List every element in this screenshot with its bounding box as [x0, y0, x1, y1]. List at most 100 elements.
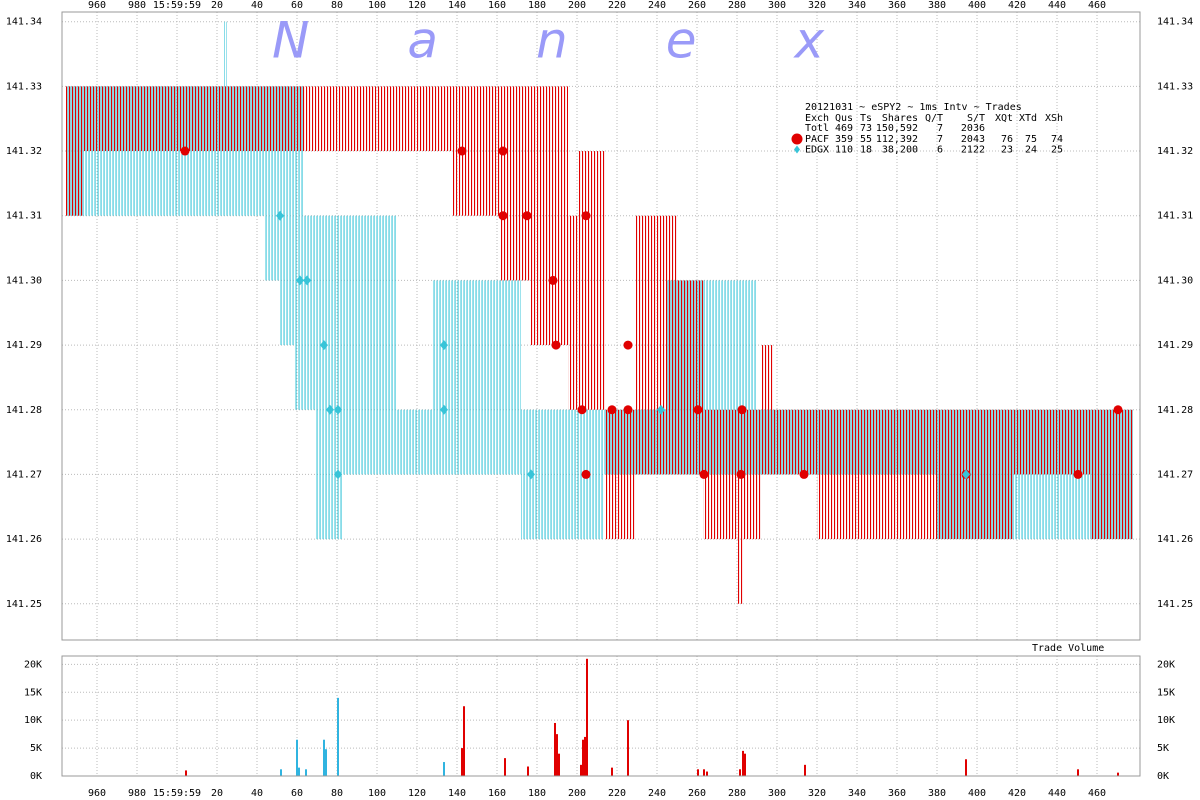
volume-bar	[554, 722, 556, 776]
trade-marker	[440, 404, 448, 415]
trade-marker	[693, 405, 703, 415]
trade-marker	[657, 404, 665, 415]
legend-header: Shares	[882, 113, 918, 124]
legend-cell: 6	[937, 145, 943, 156]
volume-bar	[296, 739, 298, 776]
y-tick-label: 141.30	[6, 275, 42, 286]
y-tick-label: 141.28	[6, 405, 42, 416]
volume-bar	[527, 766, 529, 776]
y-tick-label: 141.26	[6, 534, 42, 545]
x-tick-label: 240	[648, 0, 666, 11]
y-tick-label: 10K	[24, 715, 42, 726]
x-tick-label: 300	[768, 0, 786, 11]
x-tick-label: 440	[1048, 0, 1066, 11]
x-tick-label: 160	[488, 0, 506, 11]
x-tick-label: 180	[528, 788, 546, 799]
y-tick-label: 141.27	[6, 469, 42, 480]
quote-spread	[224, 21, 227, 87]
quote-spread	[66, 86, 84, 216]
trade-marker	[799, 469, 809, 479]
trade-marker	[276, 210, 284, 221]
trade-marker	[457, 146, 467, 156]
x-tick-label: 340	[848, 0, 866, 11]
y-tick-label-right: 20K	[1157, 659, 1175, 670]
price-frame	[61, 11, 1141, 641]
trade-marker	[736, 469, 746, 479]
x-tick-label: 80	[331, 0, 343, 11]
legend-cell: 25	[1051, 145, 1063, 156]
y-tick-label-right: 141.32	[1157, 146, 1193, 157]
y-tick-label: 5K	[30, 743, 42, 754]
quote-spread	[757, 409, 937, 475]
x-tick-label: 240	[648, 788, 666, 799]
x-tick-label: 400	[968, 0, 986, 11]
legend-cell: 23	[1001, 145, 1013, 156]
legend-cell: 24	[1025, 145, 1037, 156]
trade-marker	[581, 211, 591, 221]
quote-spread	[433, 280, 521, 475]
x-tick-label: 80	[331, 788, 343, 799]
trade-marker	[296, 275, 304, 286]
volume-bar	[742, 750, 744, 776]
legend-cell: 110	[835, 145, 853, 156]
x-tick-label: 100	[368, 0, 386, 11]
trade-marker	[334, 469, 342, 480]
legend-total-cell: 150,592	[876, 123, 918, 134]
x-tick-label: 200	[568, 788, 586, 799]
trade-marker	[527, 469, 535, 480]
x-tick-label: 380	[928, 0, 946, 11]
legend-name: PACF	[805, 134, 829, 145]
x-tick-label: 140	[448, 0, 466, 11]
volume-bar	[504, 758, 506, 776]
x-tick-label: 380	[928, 788, 946, 799]
x-tick-label: 20	[211, 0, 223, 11]
x-tick-label: 340	[848, 788, 866, 799]
trade-marker	[326, 404, 334, 415]
legend-total-cell: 7	[937, 123, 943, 134]
volume-bar	[611, 767, 613, 776]
y-tick-label-right: 141.26	[1157, 534, 1193, 545]
legend-header: Ts	[860, 113, 872, 124]
trade-marker	[334, 404, 342, 415]
quote-spread	[579, 151, 605, 410]
volume-bar	[706, 771, 708, 776]
quote-spread	[84, 86, 303, 216]
y-tick-label-right: 15K	[1157, 687, 1175, 698]
x-tick-label: 980	[128, 0, 146, 11]
x-tick-label: 260	[688, 0, 706, 11]
volume-bar	[1077, 769, 1079, 776]
trade-marker	[737, 405, 747, 415]
quote-spread	[280, 215, 295, 346]
volume-bar	[965, 759, 967, 776]
legend-name: EDGX	[805, 145, 829, 156]
legend-cell: 2122	[961, 145, 985, 156]
x-tick-label: 220	[608, 0, 626, 11]
legend-header: XTd	[1019, 113, 1037, 124]
volume-frame	[61, 655, 1141, 777]
x-tick-label: 980	[128, 788, 146, 799]
legend-cell: 112,392	[876, 134, 918, 145]
x-tick-label: 420	[1008, 788, 1026, 799]
x-tick-label: 360	[888, 0, 906, 11]
trade-marker	[498, 146, 508, 156]
volume-bar	[337, 697, 339, 776]
y-tick-label-right: 141.34	[1157, 17, 1193, 28]
trade-marker	[699, 469, 709, 479]
trade-marker	[498, 211, 508, 221]
x-tick-label: 140	[448, 788, 466, 799]
x-tick-label: 440	[1048, 788, 1066, 799]
x-tick-label: 120	[408, 788, 426, 799]
x-tick-label: 280	[728, 0, 746, 11]
x-tick-label: 200	[568, 0, 586, 11]
legend-cell: 7	[937, 134, 943, 145]
x-tick-label: 15:59:59	[153, 788, 201, 799]
x-tick-label: 40	[251, 0, 263, 11]
y-tick-label-right: 141.27	[1157, 469, 1193, 480]
legend-marker	[794, 145, 800, 154]
trade-marker	[1113, 405, 1123, 415]
legend-header: Exch	[805, 113, 829, 124]
y-tick-label: 15K	[24, 687, 42, 698]
quote-spread	[265, 215, 280, 281]
legend-cell: 359	[835, 134, 853, 145]
